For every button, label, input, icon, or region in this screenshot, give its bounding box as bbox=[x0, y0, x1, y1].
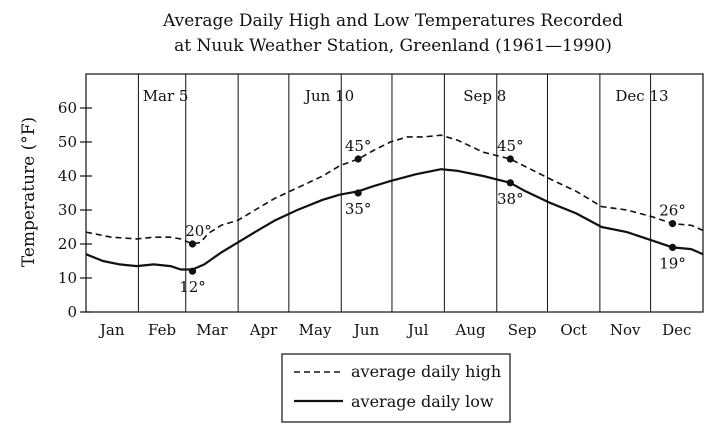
point-label: 35° bbox=[345, 200, 372, 218]
point-label: 12° bbox=[179, 278, 206, 296]
legend-box bbox=[281, 353, 511, 423]
x-tick-label: Oct bbox=[560, 321, 587, 339]
point-label: 45° bbox=[345, 137, 372, 155]
x-tick-label: Jun bbox=[352, 321, 380, 339]
x-tick-label: May bbox=[299, 321, 332, 339]
y-tick-label: 20 bbox=[58, 235, 77, 253]
y-tick-label: 50 bbox=[58, 133, 77, 151]
x-tick-label: Jul bbox=[406, 321, 429, 339]
legend-low-label: average daily low bbox=[351, 392, 494, 411]
x-tick-label: Feb bbox=[148, 321, 176, 339]
y-tick-label: 40 bbox=[58, 167, 77, 185]
marker-date-label: Mar 5 bbox=[143, 87, 189, 105]
y-tick-label: 0 bbox=[67, 303, 77, 321]
data-point-low bbox=[188, 267, 197, 275]
y-axis-label: Temperature (°F) bbox=[19, 117, 39, 267]
series-lines bbox=[85, 134, 704, 271]
legend-high-label: average daily high bbox=[351, 362, 501, 381]
data-point-high bbox=[668, 220, 677, 228]
x-tick-label: Mar bbox=[196, 321, 228, 339]
legend: average daily high average daily low bbox=[281, 353, 511, 423]
x-tick-label: Sep bbox=[508, 321, 537, 339]
marker-date-label: Sep 8 bbox=[463, 87, 506, 105]
data-point-high bbox=[188, 240, 197, 248]
point-label: 45° bbox=[497, 137, 524, 155]
x-tick-label: Jan bbox=[98, 321, 125, 339]
data-point-high bbox=[354, 155, 362, 163]
point-label: 19° bbox=[659, 254, 686, 272]
series-line-low bbox=[85, 168, 704, 271]
marker-date-labels: Mar 5 Jun 10 Sep 8 Dec 13 bbox=[143, 87, 669, 105]
y-axis-ticks: 0 10 20 30 40 50 60 bbox=[58, 99, 92, 321]
data-point-high bbox=[506, 155, 514, 163]
series-line-high bbox=[85, 134, 704, 245]
y-tick-label: 10 bbox=[58, 269, 77, 287]
data-point-low bbox=[354, 189, 362, 197]
point-label: 26° bbox=[659, 202, 686, 220]
marker-date-label: Jun 10 bbox=[303, 87, 354, 105]
chart-subtitle: at Nuuk Weather Station, Greenland (1961… bbox=[174, 36, 612, 56]
y-tick-label: 30 bbox=[58, 201, 77, 219]
x-tick-label: Aug bbox=[455, 321, 486, 339]
x-tick-label: Dec bbox=[662, 321, 691, 339]
x-tick-label: Apr bbox=[249, 321, 278, 339]
x-axis-month-labels: Jan Feb Mar Apr May Jun Jul Aug Sep Oct Nov Dec bbox=[98, 321, 692, 339]
data-point-low bbox=[668, 243, 677, 251]
annotation-points: 20° 12° 45° 35° 45° 38° 26° 19° bbox=[179, 137, 686, 296]
point-label: 38° bbox=[497, 190, 524, 208]
data-point-low bbox=[506, 179, 514, 187]
x-tick-label: Nov bbox=[610, 321, 641, 339]
point-label: 20° bbox=[185, 222, 212, 240]
month-gridlines bbox=[137, 74, 652, 312]
chart-title: Average Daily High and Low Temperatures … bbox=[162, 11, 623, 31]
y-tick-label: 60 bbox=[58, 99, 77, 117]
plot-frame bbox=[85, 73, 704, 313]
marker-date-label: Dec 13 bbox=[615, 87, 668, 105]
